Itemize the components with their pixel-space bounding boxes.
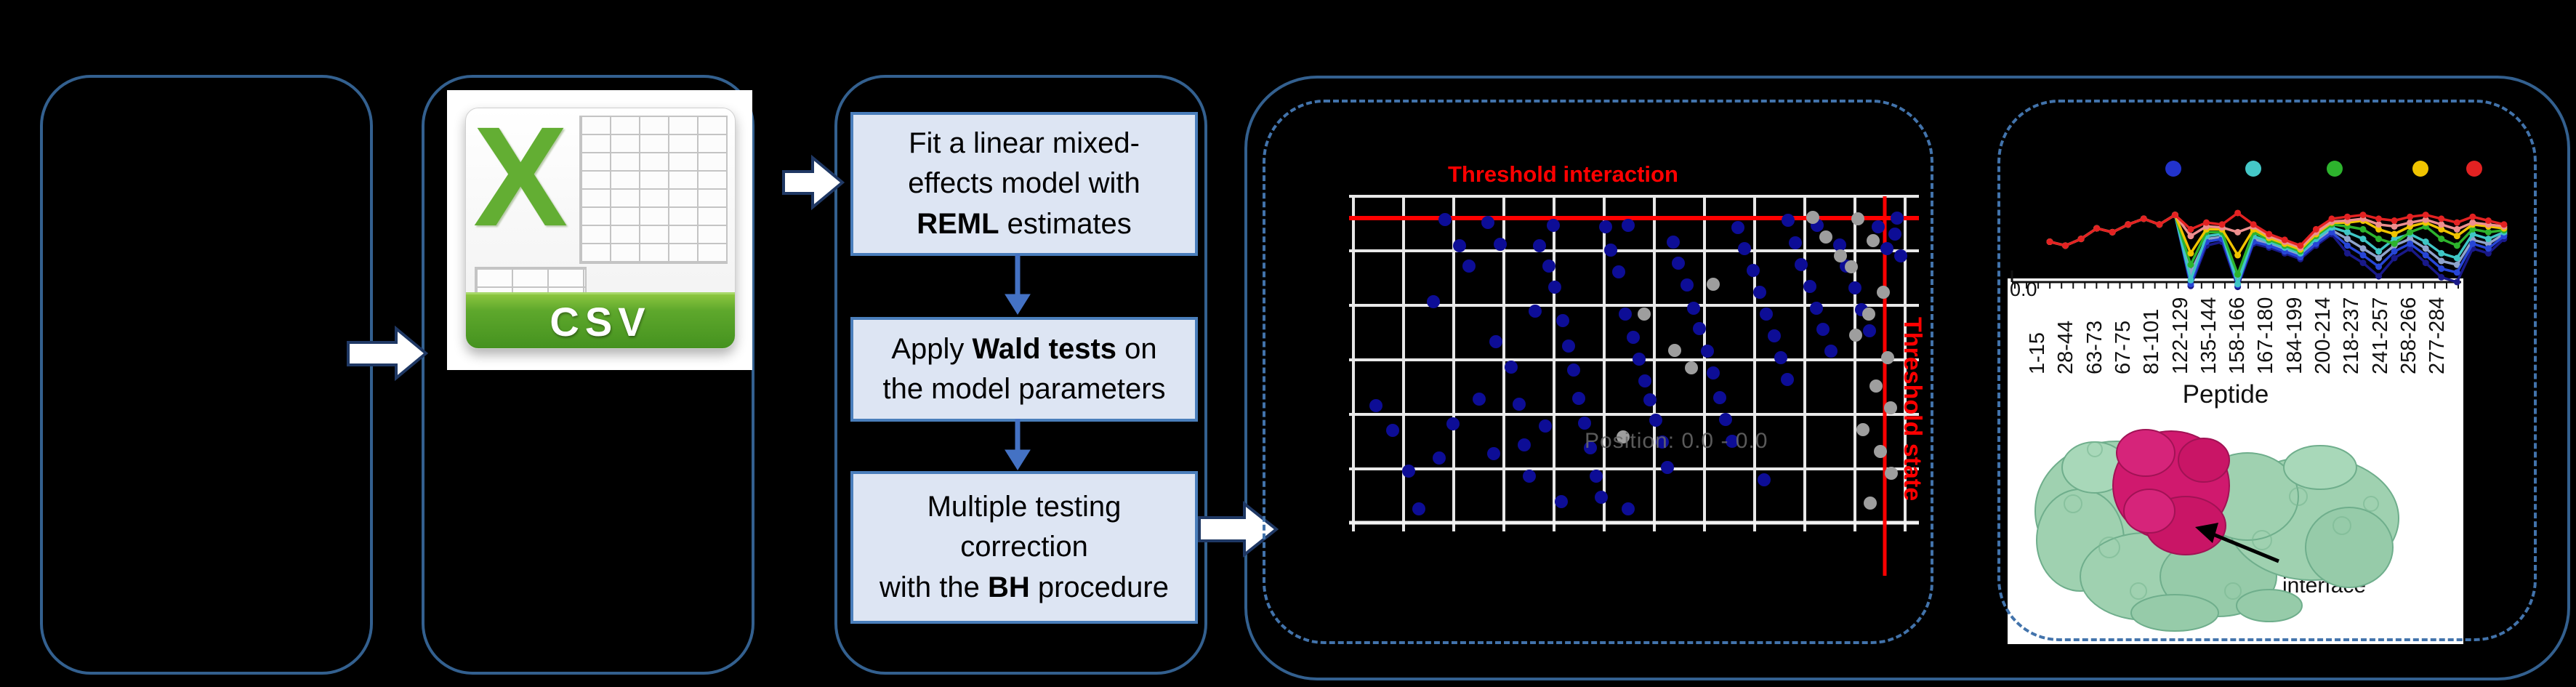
workflow-box-bh: Multiple testing correction with the BH pr… [850,471,1198,624]
csv-file-icon: X CSV [447,90,752,370]
uptake-ytick-label: 0.0 [2010,278,2037,300]
excel-x-icon: X [473,108,568,256]
threshold-interaction-label: Threshold interaction [1448,161,1678,187]
workflow-box-wald: Apply Wald tests on the model parameters [850,317,1198,422]
csv-card: X CSV [465,108,736,349]
panel-input [40,75,373,675]
csv-banner: CSV [466,292,735,348]
protein-structure-image [2034,429,2399,632]
threshold-state-label: Threshold state [1899,317,1926,502]
uptake-protein-figure: 0.0 1-15 28-44 63-73 67-75 81-101 122-129 135-… [2008,278,2463,644]
peptide-axis-title: Peptide [2182,380,2269,409]
flow-arrow-csv-to-workflow [782,154,845,211]
binding-interface-arrow [2195,523,2279,563]
panel-workflow [834,75,1207,675]
spreadsheet-grid-icon [579,116,728,264]
csv-label: CSV [550,298,651,345]
scatter-faint-annotation: Position: 0.0 - 0.0 [1585,429,1768,453]
workflow-box-reml: Fit a linear mixed-effects model with RE… [850,112,1198,256]
results-container [1244,76,2570,680]
